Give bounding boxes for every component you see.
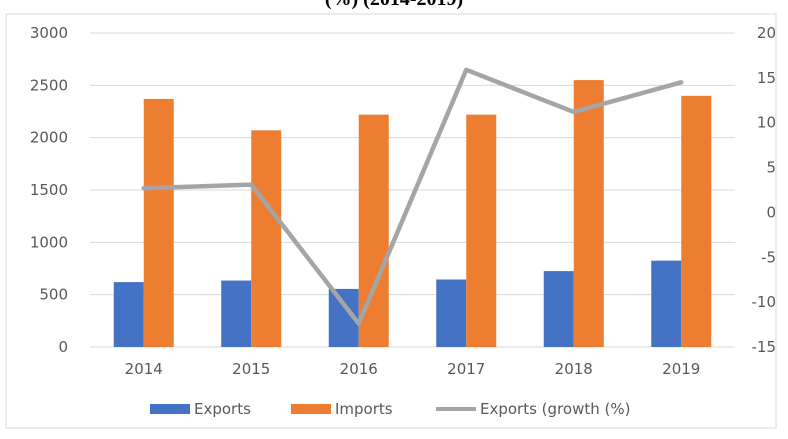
legend: Exports Imports Exports (growth (%) bbox=[150, 400, 630, 418]
growth-line-path bbox=[141, 67, 684, 326]
bar-exports bbox=[221, 280, 252, 347]
bar-exports bbox=[651, 260, 682, 347]
bar-exports bbox=[113, 282, 144, 347]
x-tick-label: 2018 bbox=[555, 360, 593, 378]
right-tick-label: -5 bbox=[761, 248, 776, 266]
bar-imports bbox=[251, 130, 282, 347]
chart-title: (%) (2014-2019) bbox=[0, 0, 788, 11]
x-tick-label: 2019 bbox=[662, 360, 700, 378]
legend-label: Exports (growth (%) bbox=[480, 400, 630, 418]
legend-label: Imports bbox=[335, 400, 393, 418]
bar-imports bbox=[681, 95, 712, 347]
legend-swatch bbox=[291, 404, 331, 414]
right-tick-label: 5 bbox=[766, 159, 776, 177]
right-tick-label: -15 bbox=[752, 338, 777, 356]
x-axis: 2014 2015 2016 2017 2018 2019 bbox=[125, 360, 701, 378]
bar-imports bbox=[143, 98, 174, 347]
bar-imports bbox=[466, 114, 497, 347]
right-tick-label: 15 bbox=[757, 69, 776, 87]
right-axis: -15 -10 -5 0 5 10 15 20 bbox=[752, 24, 777, 356]
bars bbox=[113, 80, 712, 347]
right-tick-label: -10 bbox=[752, 293, 777, 311]
bar-exports bbox=[543, 271, 574, 347]
left-tick-label: 1000 bbox=[30, 233, 68, 251]
x-tick-label: 2017 bbox=[447, 360, 485, 378]
left-tick-label: 2500 bbox=[30, 76, 68, 94]
chart-border bbox=[5, 13, 777, 429]
left-tick-label: 500 bbox=[39, 286, 68, 304]
right-tick-label: 20 bbox=[757, 24, 776, 42]
right-tick-label: 10 bbox=[757, 114, 776, 132]
left-tick-label: 0 bbox=[58, 338, 68, 356]
left-tick-label: 3000 bbox=[30, 24, 68, 42]
left-tick-label: 2000 bbox=[30, 129, 68, 147]
gridlines bbox=[90, 32, 735, 348]
bar-exports bbox=[436, 279, 467, 347]
legend-label: Exports bbox=[194, 400, 251, 418]
x-tick-label: 2016 bbox=[340, 360, 378, 378]
legend-swatch bbox=[150, 404, 190, 414]
x-tick-label: 2015 bbox=[232, 360, 270, 378]
left-axis: 0 500 1000 1500 2000 2500 3000 bbox=[30, 24, 68, 356]
bar-imports bbox=[573, 80, 604, 347]
right-tick-label: 0 bbox=[766, 203, 776, 221]
x-tick-label: 2014 bbox=[125, 360, 163, 378]
growth-line bbox=[141, 67, 684, 326]
left-tick-label: 1500 bbox=[30, 181, 68, 199]
